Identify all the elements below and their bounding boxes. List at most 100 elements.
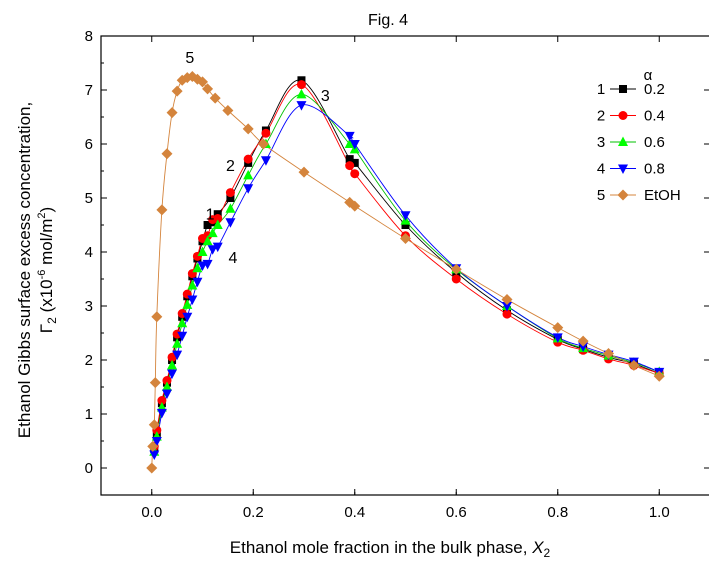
series-3-point [212, 219, 223, 229]
series-5-point [298, 166, 310, 178]
legend-label: 0.4 [644, 108, 665, 125]
curve-annotations: 5 3 2 1 4 [185, 50, 330, 267]
plot-frame [100, 35, 709, 496]
series-4-point [212, 242, 223, 253]
series-4-point [400, 211, 411, 221]
series-4-point [552, 333, 563, 343]
series-5-point [349, 200, 361, 212]
y-axis: 0 1 2 3 4 5 6 7 8 [85, 28, 709, 477]
series-2-point [167, 352, 177, 362]
series-4-point [182, 312, 193, 323]
series-5-point [450, 263, 462, 275]
y-tick-label: 2 [85, 352, 93, 369]
y-tick-label: 6 [85, 136, 93, 153]
x-axis: 0.0 0.2 0.4 0.6 0.8 1.0 [141, 36, 670, 521]
series-3-point [202, 235, 213, 246]
x-tick-label: 0.4 [344, 504, 365, 521]
series-3-point [207, 227, 218, 238]
legend-marker [618, 164, 628, 174]
chart-title: Fig. 4 [368, 12, 408, 29]
curve-label: 3 [321, 88, 330, 105]
series-5-point [148, 419, 160, 431]
series-1-point [350, 158, 359, 167]
series-5-point [209, 92, 221, 104]
y-tick-label: 0 [85, 460, 93, 477]
legend-marker [618, 136, 628, 146]
y-tick-label: 8 [85, 28, 93, 45]
series-1-point [345, 155, 354, 164]
series-3-point [296, 88, 307, 99]
x-tick-label: 0.0 [141, 504, 162, 521]
series-5-point [400, 233, 411, 244]
y-tick-label: 1 [85, 406, 93, 423]
series-3-point [161, 381, 172, 391]
series-5-point [146, 462, 158, 474]
series-4-point [177, 331, 188, 342]
series-5-point [149, 377, 161, 389]
series-4-point [149, 450, 160, 460]
series-5-point [151, 311, 163, 323]
series-3-point [172, 338, 183, 348]
legend-title: α [644, 67, 653, 84]
series-4-point [502, 302, 512, 312]
series-3-point [187, 279, 198, 290]
legend-label: 0.8 [644, 161, 665, 178]
series-4-point [172, 350, 183, 361]
legend-index: 3 [597, 134, 605, 151]
series-1-point [226, 194, 235, 202]
series-5-point [161, 148, 173, 160]
series-4-point [578, 342, 589, 352]
curve-label: 1 [206, 207, 215, 224]
x-tick-label: 0.8 [547, 504, 568, 521]
series-2-point [451, 274, 461, 284]
series-4-point [344, 131, 355, 142]
series-3-point [344, 138, 355, 148]
series-2-point [350, 169, 360, 179]
series-5-point [202, 83, 214, 95]
series-1-point [401, 221, 410, 229]
x-tick-label: 0.6 [446, 504, 467, 521]
series-1-point [203, 221, 212, 229]
series-3-point [197, 246, 208, 256]
y-axis-label-line1: Ethanol Gibbs surface excess concentrati… [15, 102, 34, 438]
series-2-point [261, 128, 271, 138]
x-axis-label: Ethanol mole fraction in the bulk phase,… [230, 538, 551, 560]
y-tick-label: 7 [85, 82, 93, 99]
series-2-point [213, 214, 223, 224]
legend-marker [619, 85, 627, 93]
curve-label: 5 [185, 50, 194, 67]
legend-index: 1 [597, 81, 605, 98]
legend-index: 4 [597, 161, 605, 178]
series-5-point [156, 204, 168, 216]
y-tick-label: 4 [85, 244, 93, 261]
series-5-point [222, 105, 234, 117]
legend-index: 2 [597, 108, 605, 125]
series-2-point [225, 188, 235, 198]
series-4-point [207, 245, 218, 255]
series-4-point [187, 295, 198, 306]
y-axis-label-line2: Γ2 (x10-6 mol/m2) [36, 207, 59, 333]
series-4-point [296, 101, 307, 111]
series-5-point [577, 335, 589, 347]
series-5-point [653, 370, 665, 382]
legend-label: 0.6 [644, 134, 665, 151]
series-5-point [242, 123, 254, 135]
series-2-point [162, 376, 172, 386]
series-4-point [202, 259, 213, 270]
series-3-point [243, 169, 254, 180]
series-4-point [156, 408, 167, 419]
series-5-point [147, 440, 159, 452]
series-4-point [192, 277, 203, 288]
series-2-point [296, 80, 306, 90]
legend-index: 5 [597, 187, 605, 204]
series-5-point [171, 85, 183, 97]
series-5-point [166, 107, 178, 119]
legend-label: EtOH [644, 187, 681, 204]
series-3-point [225, 203, 236, 213]
data-markers [146, 71, 665, 474]
series-3-point [182, 299, 193, 309]
curve-label: 4 [228, 250, 237, 267]
x-tick-label: 1.0 [649, 504, 670, 521]
series-3-point [177, 317, 188, 328]
series-4-point [243, 184, 254, 194]
